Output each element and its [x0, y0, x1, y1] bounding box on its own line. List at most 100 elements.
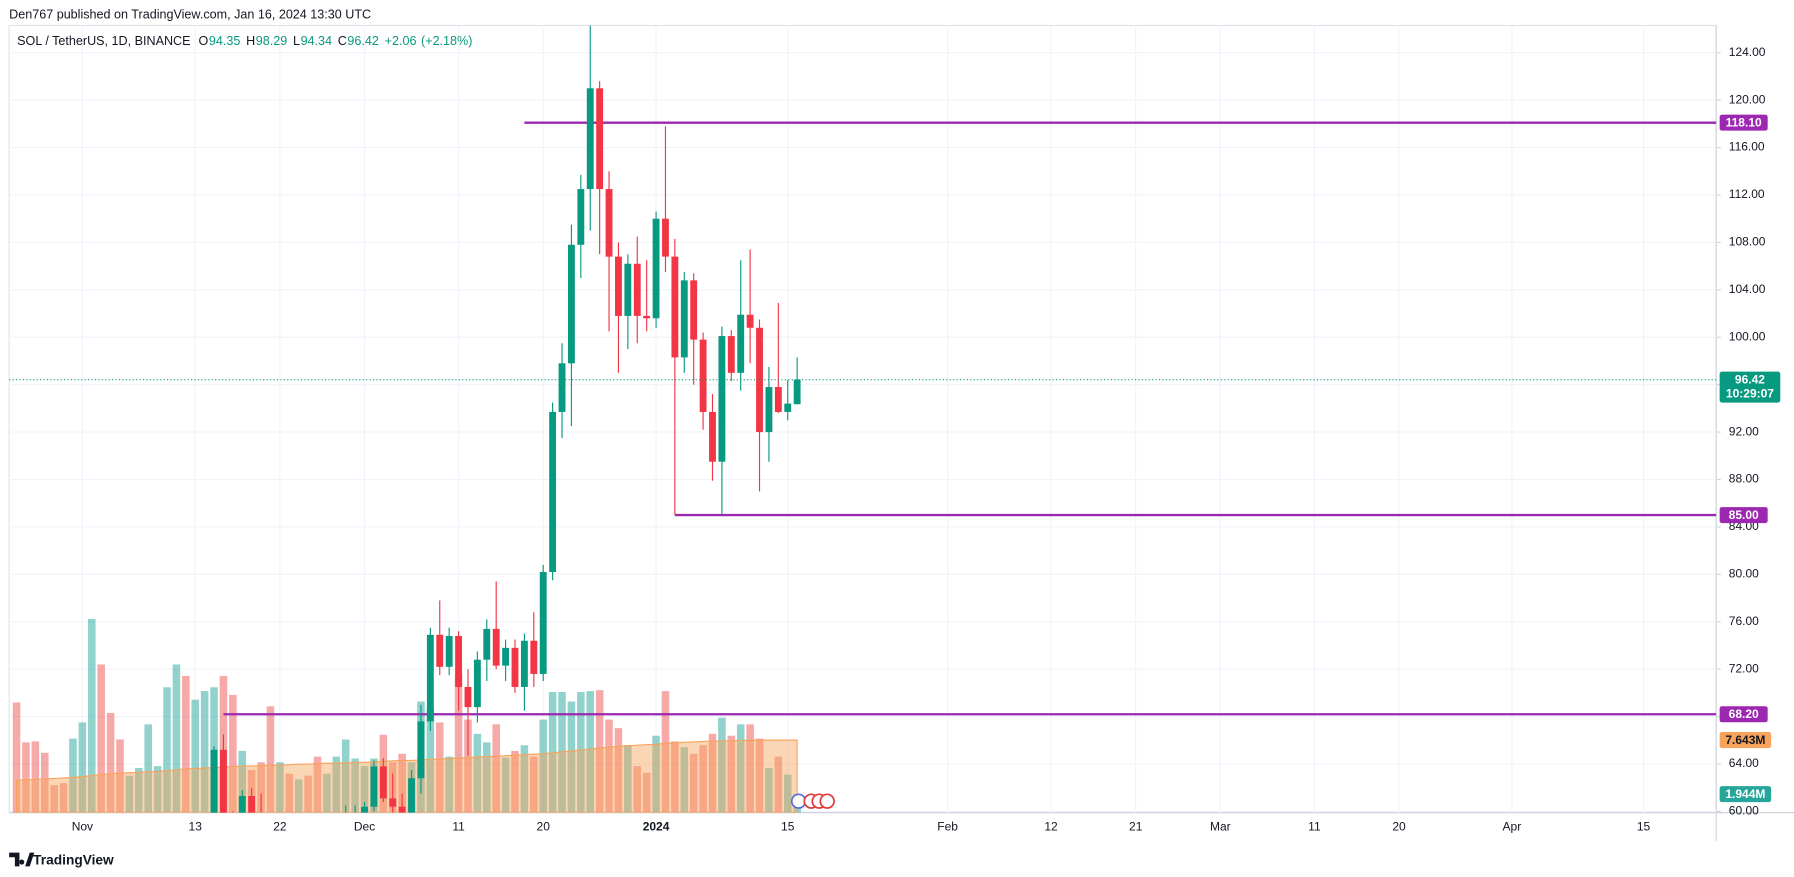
volume-bar [257, 762, 265, 813]
legend-item: H [246, 34, 255, 48]
x-tick-label: Apr [1503, 820, 1522, 834]
volume-bar [511, 750, 519, 813]
y-tick-label: 64.00 [1729, 756, 1759, 770]
event-icons [790, 793, 835, 809]
volume-ma-tag [1719, 732, 1772, 749]
x-tick-label: Dec [354, 820, 375, 834]
level-tag-label: 68.20 [1729, 707, 1759, 721]
candle-body [756, 327, 763, 433]
x-tick-label: 22 [273, 820, 287, 834]
x-tick-label: 20 [537, 820, 551, 834]
candle-body [511, 647, 519, 687]
volume-bar [304, 775, 312, 813]
volume-bar [12, 702, 21, 813]
candle-body [361, 806, 368, 813]
volume-bar [88, 618, 96, 813]
grid [9, 25, 1717, 813]
volume-bar [708, 733, 717, 813]
candle-body [492, 628, 500, 666]
candle-body [699, 339, 707, 412]
volume-bar [398, 753, 406, 813]
candle-body [774, 387, 782, 412]
legend: SOL / TetherUS, 1D, BINANCE O 94.35 H 98.29 L… [17, 34, 472, 48]
volume-bar [680, 747, 689, 813]
level-tag [1719, 706, 1768, 723]
candle-body [389, 798, 397, 807]
candle-body [727, 336, 735, 373]
volume-bar [605, 719, 613, 813]
level-tag [1719, 114, 1768, 131]
volume-bar [774, 756, 783, 813]
volume-bar [360, 766, 369, 813]
volume-bar [191, 699, 200, 813]
candle-body [502, 647, 510, 666]
x-tick-label: 12 [1044, 820, 1058, 834]
volume-bar [755, 738, 764, 813]
volume-bar [577, 692, 585, 813]
candle-body [379, 766, 387, 799]
volume-bar [40, 752, 49, 813]
volume-bar [229, 694, 237, 813]
volume-bar [313, 756, 322, 813]
volume-bar [501, 757, 510, 813]
candle-body [520, 640, 528, 687]
volume-bar [483, 742, 491, 813]
candle-body [746, 314, 754, 328]
volume-bar [351, 758, 359, 813]
y-tick-label: 112.00 [1729, 187, 1765, 201]
candle-body [558, 363, 566, 412]
legend-item: 94.35 [209, 34, 240, 48]
candle-body [671, 256, 679, 358]
volume-bar [435, 722, 444, 813]
event-icon [790, 793, 807, 809]
candle-body [718, 336, 726, 462]
x-tick-label: Feb [937, 820, 958, 834]
candle-body [530, 640, 538, 674]
volume-bar [426, 708, 435, 813]
candle-body [662, 218, 669, 257]
volume-bar [520, 745, 529, 813]
volume-bar [492, 724, 500, 813]
y-tick-label: 120.00 [1729, 92, 1766, 106]
volume-bar [116, 739, 124, 813]
legend-item: SOL / TetherUS, 1D, BINANCE [17, 34, 190, 48]
volume-bar [78, 722, 87, 813]
legend-item: 96.42 [347, 34, 378, 48]
volume-bar [454, 673, 463, 813]
y-tick-label: 104.00 [1729, 282, 1766, 296]
x-tick-label: 2024 [643, 820, 670, 834]
candle-body [455, 635, 463, 687]
volume-bar [624, 745, 632, 813]
candle-body [643, 315, 651, 319]
candle-body [408, 778, 415, 813]
candle-body [765, 387, 773, 433]
logo-mark [9, 852, 35, 867]
volume-bar [746, 724, 754, 813]
volume-bar [539, 719, 547, 813]
candle-body [652, 218, 660, 319]
volume-bar [323, 773, 331, 813]
candle-body [577, 189, 585, 245]
volume-bar [332, 756, 341, 813]
candle-body [567, 244, 575, 364]
volume-bar [642, 772, 651, 813]
volume-bar [765, 768, 773, 813]
y-tick-label: 108.00 [1729, 235, 1766, 249]
volume-tag-label: 1.944M [1725, 787, 1765, 801]
candle-body [709, 411, 716, 462]
volume-bar [586, 691, 595, 813]
candle-body [464, 686, 472, 708]
volume-bar [266, 706, 275, 813]
candle-body [436, 634, 444, 667]
volume-bar [153, 766, 162, 813]
volume-bar [633, 766, 642, 813]
volume-bar [294, 779, 303, 813]
volume-bar [238, 750, 247, 813]
candle-body [605, 189, 613, 257]
candle-body [426, 634, 434, 722]
x-tick-label: 15 [1637, 820, 1651, 834]
volume-bar [200, 691, 209, 813]
volume-bar [567, 701, 576, 813]
volume-bar [31, 741, 40, 813]
footer-brand[interactable]: TradingView [33, 852, 114, 867]
